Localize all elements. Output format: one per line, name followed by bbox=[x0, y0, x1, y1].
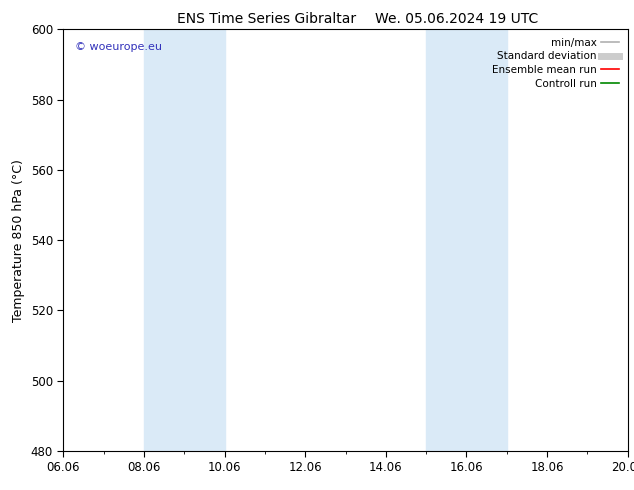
Bar bbox=[426, 29, 507, 451]
Text: ENS Time Series Gibraltar: ENS Time Series Gibraltar bbox=[177, 12, 356, 26]
Bar bbox=[144, 29, 224, 451]
Legend: min/max, Standard deviation, Ensemble mean run, Controll run: min/max, Standard deviation, Ensemble me… bbox=[489, 35, 623, 92]
Y-axis label: Temperature 850 hPa (°C): Temperature 850 hPa (°C) bbox=[12, 159, 25, 321]
Text: We. 05.06.2024 19 UTC: We. 05.06.2024 19 UTC bbox=[375, 12, 538, 26]
Text: © woeurope.eu: © woeurope.eu bbox=[75, 42, 162, 52]
